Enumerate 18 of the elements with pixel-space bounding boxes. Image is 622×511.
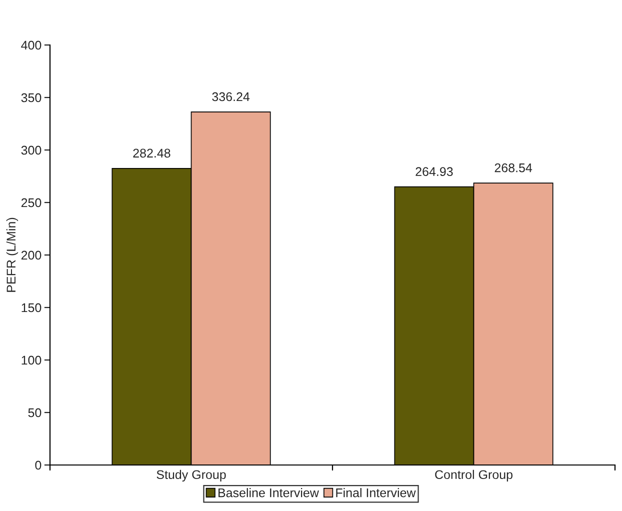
x-tick-label: Control Group bbox=[435, 470, 512, 482]
data-label: 282.48 bbox=[133, 148, 170, 158]
legend-label: Final Interview bbox=[336, 488, 416, 498]
y-tick-label: 50 bbox=[28, 408, 42, 418]
x-tick-label: Study Group bbox=[156, 470, 226, 482]
y-tick-label: 250 bbox=[21, 198, 42, 208]
y-tick-label: 200 bbox=[21, 250, 42, 260]
data-label: 336.24 bbox=[212, 92, 250, 102]
y-tick-label: 100 bbox=[22, 356, 42, 365]
data-label: 264.93 bbox=[416, 167, 453, 176]
y-tick-label: 150 bbox=[22, 303, 42, 312]
legend-label: Baseline Interview bbox=[218, 488, 319, 498]
y-tick-label: 300 bbox=[21, 146, 42, 155]
y-axis-title: PEFR (L/Min) bbox=[6, 218, 18, 292]
data-label: 268.54 bbox=[494, 163, 532, 172]
y-tick-label: 400 bbox=[21, 40, 42, 50]
y-tick-label: 0 bbox=[35, 460, 42, 470]
y-tick-label: 350 bbox=[21, 93, 42, 102]
